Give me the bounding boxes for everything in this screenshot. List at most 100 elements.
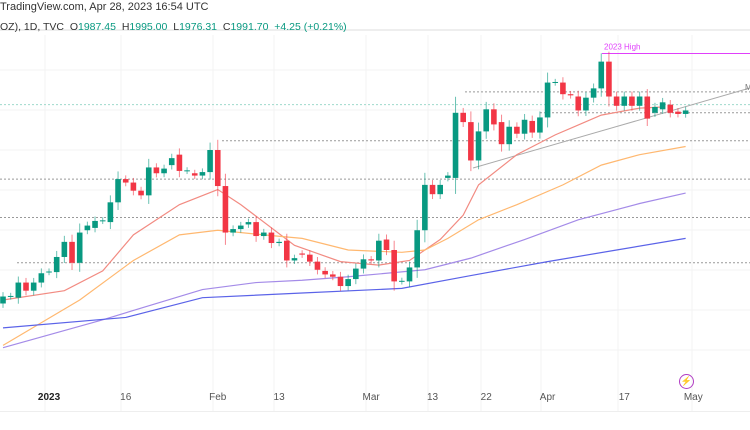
lightning-icon[interactable]: ⚡ — [679, 374, 694, 389]
candle-up — [276, 241, 282, 244]
candle-down — [368, 259, 374, 261]
time-axis-label: 13 — [426, 392, 439, 403]
candle-up — [99, 220, 106, 222]
candle-up — [422, 184, 428, 231]
time-axis-label: May — [683, 392, 703, 403]
candle-up — [168, 158, 175, 166]
candle-up — [452, 112, 459, 178]
open-value: 1987.45 — [78, 21, 116, 33]
candle-up — [544, 82, 551, 118]
candle-down — [529, 120, 536, 133]
change-value: +4.25 (+0.21%) — [274, 21, 347, 33]
candle-down — [468, 122, 474, 161]
candle-down — [222, 186, 229, 233]
low-value: 1976.31 — [179, 21, 218, 33]
candle-down — [383, 239, 390, 250]
candle-up — [521, 119, 528, 134]
candle-down — [629, 96, 635, 106]
time-axis-label: Mar — [362, 392, 380, 403]
candle-up — [598, 61, 605, 89]
candle-up — [291, 258, 298, 261]
candle-up — [46, 271, 52, 273]
time-axis-label: 16 — [120, 392, 132, 403]
candle-up — [345, 279, 351, 287]
candle-down — [176, 154, 183, 171]
low-label: L — [173, 21, 180, 33]
symbol-label: OZ), 1D, TVC — [0, 21, 64, 33]
candle-up — [552, 81, 559, 83]
candle-up — [61, 241, 68, 257]
candle-down — [460, 112, 466, 123]
candle-up — [437, 184, 443, 195]
candle-down — [191, 173, 198, 176]
candle-up — [245, 222, 252, 225]
candle-down — [283, 240, 290, 261]
candle-up — [636, 96, 643, 106]
candle-down — [69, 241, 75, 263]
time-axis-label: Feb — [209, 392, 227, 403]
open-label: O — [69, 21, 78, 33]
candle-down — [560, 82, 566, 95]
candle-up — [376, 240, 382, 261]
candle-down — [613, 96, 620, 106]
close-label: C — [222, 21, 231, 33]
candle-down — [330, 274, 336, 277]
candle-down — [153, 167, 160, 174]
candle-down — [498, 122, 505, 145]
2023-high-label: 2023 High — [604, 42, 640, 51]
candle-down — [299, 253, 305, 255]
candle-down — [314, 261, 321, 270]
candle-up — [590, 88, 597, 98]
chart-source: TradingView.com, Apr 28, 2023 16:54 UTC — [0, 1, 209, 13]
candle-up — [506, 126, 513, 145]
candle-down — [122, 179, 129, 183]
candle-down — [391, 250, 397, 282]
candle-down — [253, 222, 259, 237]
candle-up — [583, 97, 589, 111]
candle-up — [483, 109, 490, 132]
trend-line-label: M — [745, 83, 750, 92]
candle-up — [652, 106, 658, 113]
candle-down — [130, 182, 137, 191]
candle-up — [659, 102, 666, 110]
candle-up — [399, 280, 405, 282]
candle-down — [644, 96, 651, 119]
candle-up — [260, 232, 267, 237]
candle-up — [30, 282, 37, 291]
candle-down — [429, 184, 436, 195]
candle-down — [214, 150, 221, 187]
candle-up — [92, 220, 98, 228]
time-axis-label: 22 — [480, 392, 492, 403]
ohlc-legend: OZ), 1D, TVC O1987.45 H1995.00 L1976.31 … — [0, 21, 347, 33]
high-value: 1995.00 — [129, 21, 168, 33]
trend-line — [472, 87, 750, 169]
candle-down — [268, 232, 275, 244]
close-value: 1991.70 — [230, 21, 269, 33]
candle-up — [682, 110, 689, 114]
candle-up — [107, 202, 114, 223]
candle-up — [53, 256, 60, 273]
candle-up — [84, 225, 91, 231]
candle-up — [406, 267, 413, 282]
candle-up — [207, 150, 213, 173]
candle-up — [237, 225, 244, 230]
candle-up — [161, 168, 167, 174]
candle-down — [514, 126, 520, 134]
candle-up — [475, 131, 482, 161]
candle-down — [491, 109, 497, 125]
candle-down — [337, 276, 344, 287]
time-axis-label: 17 — [618, 392, 630, 403]
candle-down — [575, 96, 582, 111]
axis-divider — [0, 411, 750, 412]
candle-up — [414, 230, 420, 268]
candle-up — [360, 259, 367, 269]
candle-down — [606, 61, 612, 97]
candle-down — [23, 282, 29, 291]
candle-up — [145, 167, 152, 196]
candle-up — [184, 170, 190, 172]
candle-up — [15, 282, 22, 298]
candle-down — [667, 104, 674, 113]
moving-average-ma100 — [2, 192, 686, 349]
candle-up — [230, 229, 236, 233]
